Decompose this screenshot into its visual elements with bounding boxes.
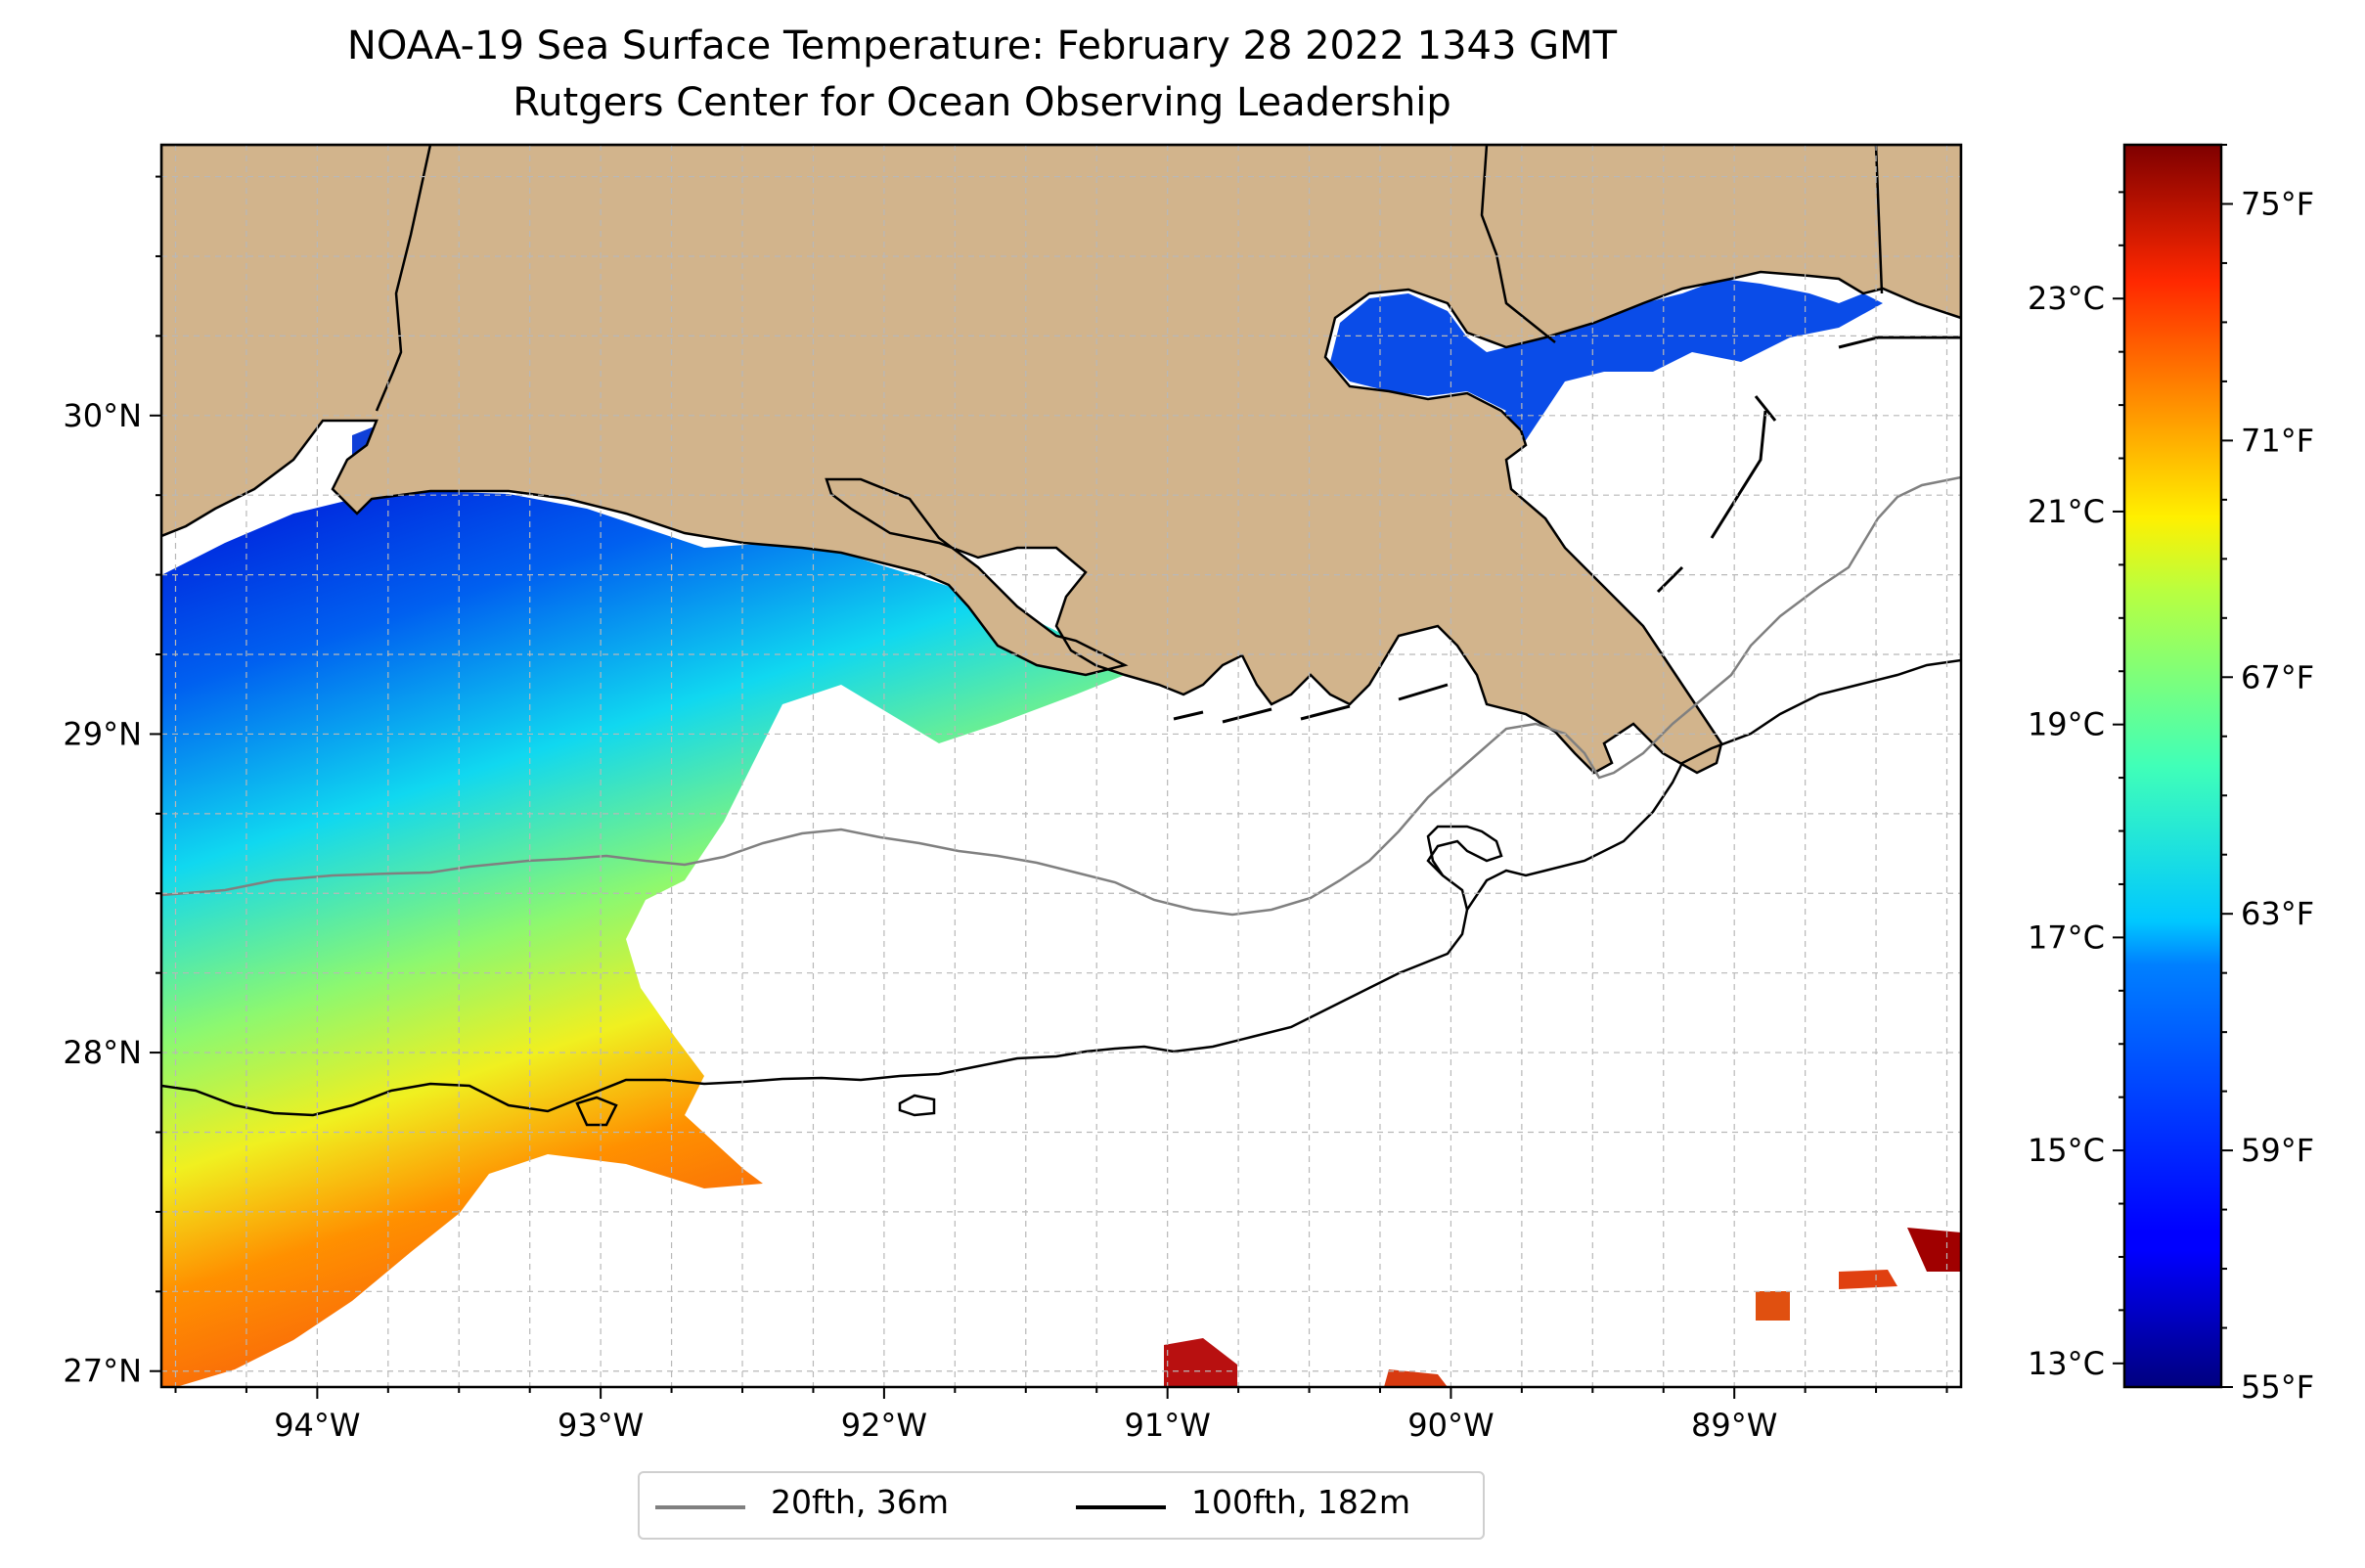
- legend-label-20fth: 20fth, 36m: [771, 1483, 949, 1521]
- colorbar-f-label: 63°F: [2241, 895, 2314, 932]
- legend-swatch-20fth: [655, 1505, 745, 1509]
- state-border-ms-al: [1874, 145, 1884, 294]
- warm-pixel-clusters: [1164, 1228, 1961, 1387]
- isobath-100fth: [161, 658, 1961, 1117]
- sst-bay-east: [1330, 279, 1883, 450]
- colorbar-c-label: 21°C: [2028, 493, 2105, 530]
- chart-subtitle: Rutgers Center for Ocean Observing Leade…: [513, 80, 1451, 125]
- lon-tick-label: 89°W: [1691, 1407, 1777, 1444]
- colorbar-fahrenheit-axis: 55°F 59°F 63°F 67°F 71°F 75°F: [2221, 144, 2314, 1406]
- sst-swath-west: [161, 491, 1125, 1387]
- lon-tick-label: 93°W: [558, 1407, 644, 1444]
- legend-swatch-100fth: [1076, 1505, 1166, 1509]
- colorbar-f-label: 59°F: [2241, 1132, 2314, 1169]
- barrier-islands: [1173, 336, 1961, 724]
- map-frame: [159, 143, 1963, 1389]
- colorbar-f-label: 71°F: [2241, 422, 2314, 459]
- lon-tick-label: 90°W: [1407, 1407, 1494, 1444]
- lat-tick-label: 27°N: [63, 1353, 142, 1390]
- lat-tick-label: 28°N: [63, 1034, 142, 1071]
- colorbar-f-label: 55°F: [2241, 1368, 2314, 1406]
- chart-title: NOAA-19 Sea Surface Temperature: Februar…: [346, 23, 1618, 68]
- isobath-legend: 20fth, 36m 100fth, 182m: [638, 1471, 1485, 1540]
- lon-tick-label: 92°W: [841, 1407, 927, 1444]
- longitude-axis: 94°W 93°W 92°W 91°W 90°W 89°W: [174, 1387, 1948, 1444]
- isobath-100fth-loop-2: [575, 1096, 618, 1127]
- map-gridlines: [161, 145, 1961, 1387]
- colorbar: [2122, 143, 2223, 1389]
- lat-tick-label: 29°N: [63, 715, 142, 752]
- colorbar-f-label: 75°F: [2241, 185, 2314, 222]
- colorbar-c-label: 19°C: [2028, 706, 2105, 743]
- lat-tick-label: 30°N: [63, 397, 142, 434]
- land-mass: [161, 145, 1961, 775]
- colorbar-f-label: 67°F: [2241, 658, 2314, 695]
- latitude-axis: 27°N 28°N 29°N 30°N: [63, 175, 161, 1390]
- colorbar-celsius-axis: 13°C 15°C 17°C 19°C 21°C 23°C: [2028, 191, 2124, 1382]
- colorbar-c-label: 15°C: [2028, 1132, 2105, 1169]
- state-border-east: [1480, 145, 1556, 343]
- lon-tick-label: 91°W: [1124, 1407, 1210, 1444]
- isobath-20fth: [161, 475, 1961, 917]
- colorbar-c-label: 13°C: [2028, 1345, 2105, 1382]
- isobath-100fth-loop: [898, 1094, 936, 1117]
- lon-tick-label: 94°W: [274, 1407, 360, 1444]
- colorbar-c-label: 17°C: [2028, 918, 2105, 956]
- legend-label-100fth: 100fth, 182m: [1191, 1483, 1410, 1521]
- state-border: [375, 145, 432, 412]
- colorbar-c-label: 23°C: [2028, 280, 2105, 317]
